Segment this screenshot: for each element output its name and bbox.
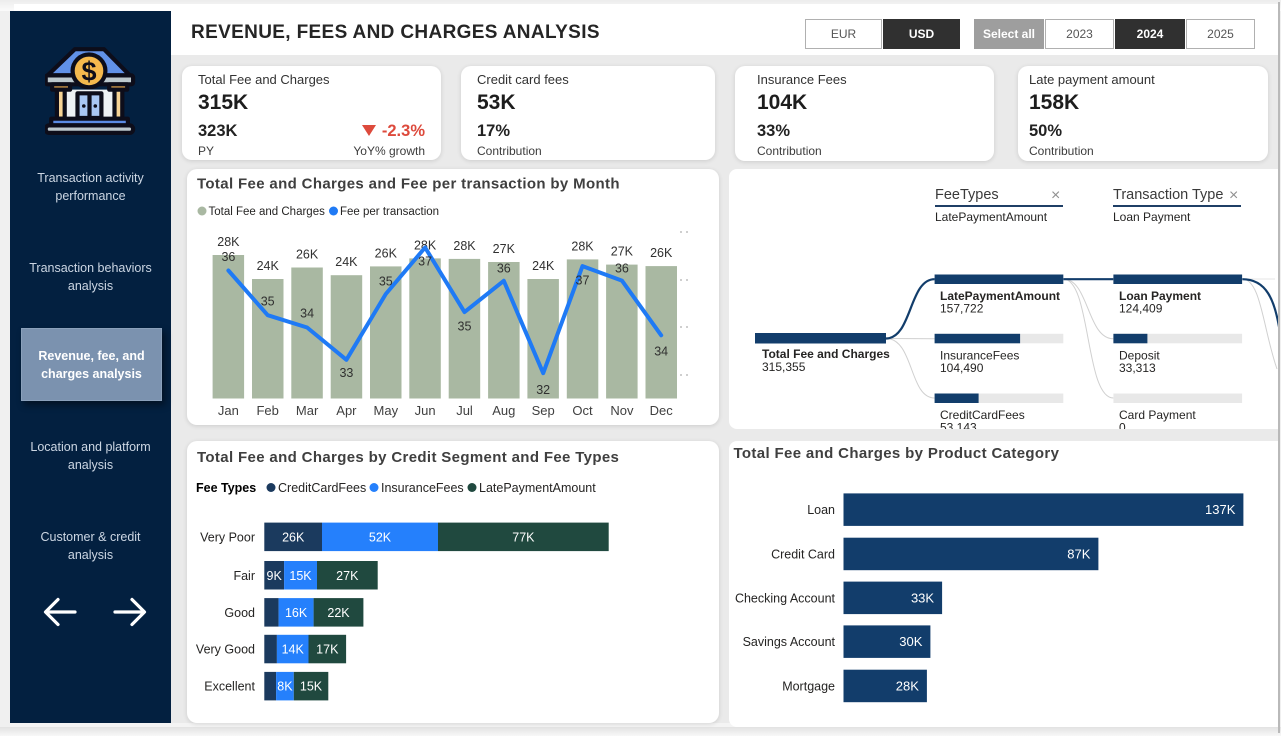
svg-text:Apr: Apr [336,403,357,418]
svg-text:15K: 15K [289,569,312,583]
svg-text:Nov: Nov [610,403,634,418]
svg-text:Jan: Jan [218,403,239,418]
svg-text:Loan: Loan [807,503,835,517]
svg-text:124,409: 124,409 [1119,302,1163,316]
svg-text:27K: 27K [493,242,516,256]
svg-text:33K: 33K [911,590,934,605]
svg-text:14K: 14K [282,643,305,657]
svg-text:27K: 27K [611,245,634,259]
svg-text:FeeTypes: FeeTypes [935,187,999,203]
svg-text:Total Fee and Charges: Total Fee and Charges [209,206,326,218]
svg-text:Jul: Jul [456,403,473,418]
svg-text:InsuranceFees: InsuranceFees [940,348,1019,362]
svg-text:0: 0 [1119,421,1126,430]
svg-text:LatePaymentAmount: LatePaymentAmount [940,289,1060,303]
svg-text:28K: 28K [414,238,437,252]
svg-text:24K: 24K [532,259,555,273]
svg-text:28K: 28K [571,239,594,253]
svg-text:May: May [374,403,399,418]
svg-text:34: 34 [300,307,314,321]
svg-text:×: × [1229,187,1238,204]
svg-text:Aug: Aug [492,403,515,418]
svg-text:36: 36 [615,262,629,276]
svg-text:InsuranceFees: InsuranceFees [381,481,464,495]
svg-text:Good: Good [224,606,255,620]
svg-text:24K: 24K [257,259,280,273]
svg-text:87K: 87K [1067,547,1090,562]
svg-text:33: 33 [339,366,353,380]
svg-text:Fee per transaction: Fee per transaction [340,206,439,218]
svg-text:15K: 15K [300,680,323,694]
svg-text:CreditCardFees: CreditCardFees [940,408,1025,422]
svg-text:37: 37 [576,274,590,288]
svg-text:26K: 26K [375,246,398,260]
svg-text:Loan Payment: Loan Payment [1113,210,1191,224]
svg-text:27K: 27K [336,569,359,583]
svg-text:315,355: 315,355 [762,360,806,374]
svg-text:28K: 28K [453,239,476,253]
svg-text:24K: 24K [335,255,358,269]
svg-text:22K: 22K [327,606,350,620]
svg-text:×: × [1051,187,1060,204]
svg-text:77K: 77K [512,530,535,544]
svg-text:17K: 17K [316,643,339,657]
svg-text:Credit Card: Credit Card [771,548,835,562]
svg-text:$: $ [81,57,96,87]
svg-text:Checking Account: Checking Account [735,591,836,605]
svg-text:52K: 52K [369,530,392,544]
svg-text:32: 32 [536,383,550,397]
svg-text:36: 36 [497,262,511,276]
svg-text:137K: 137K [1205,502,1236,517]
svg-text:Excellent: Excellent [204,680,255,694]
svg-text:157,722: 157,722 [940,302,984,316]
svg-text:Deposit: Deposit [1119,348,1160,362]
svg-text:104,490: 104,490 [940,361,984,375]
svg-text:Total Fee and Charges by Produ: Total Fee and Charges by Product Categor… [734,445,1060,462]
svg-text:30K: 30K [899,634,922,649]
svg-text:Transaction Type: Transaction Type [1113,187,1223,203]
svg-text:35: 35 [261,294,275,308]
svg-text:LatePaymentAmount: LatePaymentAmount [935,210,1048,224]
svg-text:Very Good: Very Good [196,643,255,657]
svg-text:16K: 16K [285,606,308,620]
svg-text:LatePaymentAmount: LatePaymentAmount [479,481,596,495]
svg-text:Mar: Mar [296,403,319,418]
svg-text:36: 36 [221,250,235,264]
svg-text:28K: 28K [217,235,240,249]
svg-text:Dec: Dec [650,403,674,418]
svg-text:Loan Payment: Loan Payment [1119,289,1201,303]
svg-text:26K: 26K [650,246,673,260]
svg-text:34: 34 [654,344,668,358]
svg-text:Total Fee and Charges: Total Fee and Charges [762,347,890,361]
svg-text:53,143: 53,143 [940,421,977,430]
svg-text:Very Poor: Very Poor [200,530,255,544]
svg-text:8K: 8K [277,680,293,694]
svg-text:28K: 28K [896,678,919,693]
svg-text:Fair: Fair [233,569,255,583]
svg-text:33,313: 33,313 [1119,361,1156,375]
svg-text:Jun: Jun [415,403,436,418]
svg-text:35: 35 [379,275,393,289]
svg-text:Oct: Oct [572,403,593,418]
svg-text:26K: 26K [296,248,319,262]
svg-text:Total Fee and Charges by Credi: Total Fee and Charges by Credit Segment … [197,449,619,466]
svg-text:Fee Types: Fee Types [196,481,256,495]
svg-text:Total Fee and Charges and Fee: Total Fee and Charges and Fee per transa… [197,176,620,193]
svg-text:26K: 26K [282,530,305,544]
svg-text:Savings Account: Savings Account [743,635,836,649]
svg-text:35: 35 [458,320,472,334]
svg-text:Feb: Feb [256,403,278,418]
svg-text:CreditCardFees: CreditCardFees [278,481,366,495]
svg-text:37: 37 [418,255,432,269]
svg-text:9K: 9K [267,569,283,583]
svg-text:Sep: Sep [532,403,555,418]
svg-text:Mortgage: Mortgage [782,679,835,693]
svg-text:Card Payment: Card Payment [1119,408,1196,422]
